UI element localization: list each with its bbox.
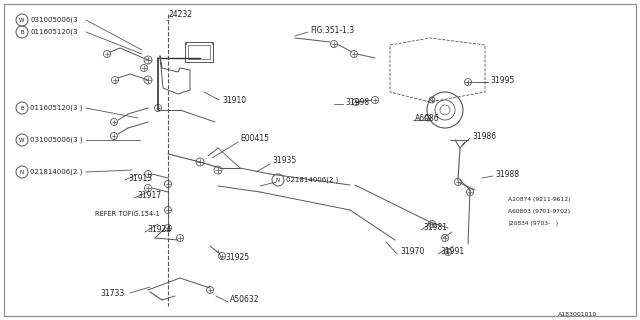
Text: 31925: 31925 xyxy=(225,253,249,262)
Text: E00415: E00415 xyxy=(240,133,269,142)
Text: 011605120(3: 011605120(3 xyxy=(30,29,77,35)
Text: W: W xyxy=(19,18,25,22)
Text: N: N xyxy=(20,170,24,174)
Text: B: B xyxy=(20,106,24,110)
Text: 31924: 31924 xyxy=(147,226,171,235)
Text: A20874 (9211-9612): A20874 (9211-9612) xyxy=(508,197,570,203)
Text: 31733: 31733 xyxy=(100,290,124,299)
Text: A183001010: A183001010 xyxy=(558,311,597,316)
Text: 31988: 31988 xyxy=(495,170,519,179)
Text: 31910: 31910 xyxy=(222,95,246,105)
Text: 031005006(3 ): 031005006(3 ) xyxy=(30,137,83,143)
Text: 31981: 31981 xyxy=(423,223,447,233)
Bar xyxy=(185,42,213,62)
Text: 011605120(3 ): 011605120(3 ) xyxy=(30,105,83,111)
Text: A6086: A6086 xyxy=(415,114,440,123)
Text: 031005006(3: 031005006(3 xyxy=(30,17,77,23)
Text: 31986: 31986 xyxy=(472,132,496,140)
Text: 31917: 31917 xyxy=(137,191,161,201)
Text: J20834 (9703-   ): J20834 (9703- ) xyxy=(508,221,558,227)
Text: 31998: 31998 xyxy=(345,98,369,107)
Text: N: N xyxy=(276,178,280,182)
Text: 021814006(2 ): 021814006(2 ) xyxy=(286,177,339,183)
Text: 021814006(2 ): 021814006(2 ) xyxy=(30,169,83,175)
Text: REFER TOFIG.154-1: REFER TOFIG.154-1 xyxy=(95,211,160,217)
Text: 31935: 31935 xyxy=(272,156,296,164)
Text: W: W xyxy=(19,138,25,142)
Bar xyxy=(188,45,210,59)
Text: 31991: 31991 xyxy=(440,247,464,257)
Text: 31970: 31970 xyxy=(400,247,424,257)
Text: A50632: A50632 xyxy=(230,295,259,305)
Text: B: B xyxy=(20,29,24,35)
Text: 24232: 24232 xyxy=(168,10,192,19)
Text: 31913: 31913 xyxy=(128,173,152,182)
Text: A60803 (9701-9702): A60803 (9701-9702) xyxy=(508,210,570,214)
Text: FIG.351-1,3: FIG.351-1,3 xyxy=(310,26,354,35)
Text: 31995: 31995 xyxy=(490,76,515,84)
